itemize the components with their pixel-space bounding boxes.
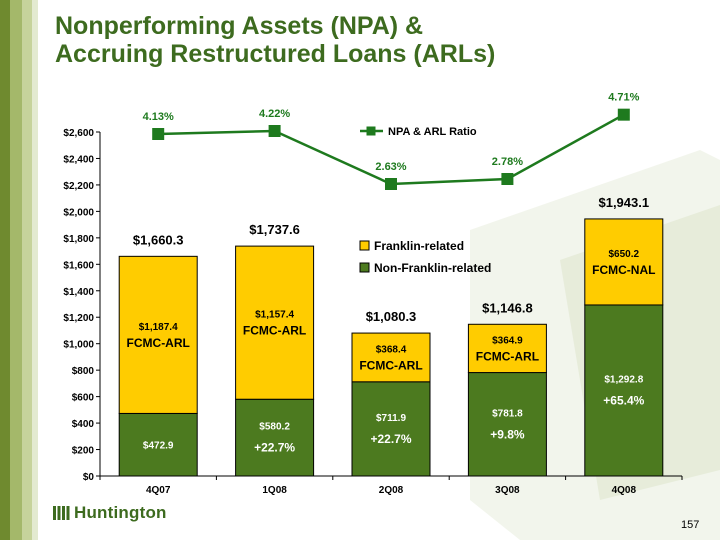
ratio-value-label: 2.78%	[492, 156, 523, 168]
non-franklin-value-label: $472.9	[143, 441, 174, 452]
y-tick-label: $2,200	[63, 181, 94, 192]
ratio-marker	[268, 125, 281, 137]
bar-franklin	[467, 323, 547, 374]
legend-ratio-marker	[366, 126, 376, 136]
franklin-value-label: $364.9	[492, 335, 523, 346]
title-line-2: Accruing Restructured Loans (ARLs)	[55, 40, 496, 68]
franklin-tag-label: FCMC-NAL	[592, 263, 655, 277]
page-number: 157	[681, 519, 700, 531]
ratio-marker	[385, 178, 397, 190]
x-tick-label: 2Q08	[379, 485, 404, 496]
ratio-marker	[501, 173, 514, 185]
non-franklin-value-label: $781.8	[492, 408, 523, 419]
left-decor-stripe	[32, 0, 38, 540]
bar-non-franklin	[235, 398, 315, 477]
slide-title: Nonperforming Assets (NPA) & Accruing Re…	[55, 12, 495, 68]
non-franklin-value-label: $711.9	[376, 413, 406, 424]
ratio-value-label: 4.13%	[143, 111, 174, 123]
y-tick-label: $2,400	[63, 154, 94, 165]
franklin-tag-label: FCMC-ARL	[476, 349, 539, 363]
y-tick-label: $200	[72, 446, 95, 457]
growth-label: +22.7%	[370, 432, 411, 446]
franklin-value-label: $1,187.4	[139, 322, 178, 333]
y-tick-label: $2,600	[63, 128, 94, 139]
left-decor-stripe	[10, 0, 22, 540]
x-tick-label: 4Q07	[146, 485, 171, 496]
x-tick-label: 1Q08	[262, 485, 287, 496]
bar-franklin	[351, 332, 431, 383]
total-label: $1,660.3	[133, 232, 184, 247]
legend-non-franklin-swatch	[359, 262, 370, 273]
logo-text: Huntington	[74, 503, 167, 522]
y-tick-label: $2,000	[63, 207, 94, 218]
franklin-value-label: $368.4	[376, 344, 407, 355]
y-tick-label: $1,400	[63, 287, 94, 298]
huntington-logo: Huntington	[52, 503, 167, 523]
y-tick-label: $1,800	[63, 234, 94, 245]
left-decor-stripe	[22, 0, 32, 540]
ratio-value-label: 4.22%	[259, 108, 290, 120]
y-tick-label: $1,200	[63, 313, 94, 324]
franklin-value-label: $1,157.4	[255, 310, 294, 321]
bar-non-franklin	[584, 304, 664, 477]
x-tick-label: 4Q08	[612, 485, 637, 496]
franklin-tag-label: FCMC-ARL	[127, 336, 190, 350]
y-tick-label: $600	[72, 393, 95, 404]
franklin-value-label: $650.2	[609, 249, 640, 260]
ratio-marker	[152, 128, 165, 140]
y-tick-label: $800	[72, 366, 95, 377]
franklin-tag-label: FCMC-ARL	[359, 358, 422, 372]
non-franklin-value-label: $1,292.8	[604, 374, 643, 385]
y-tick-label: $0	[83, 472, 95, 483]
franklin-tag-label: FCMC-ARL	[243, 324, 306, 338]
total-label: $1,080.3	[366, 309, 417, 324]
total-label: $1,943.1	[598, 195, 649, 210]
bar-franklin	[235, 245, 315, 400]
huntington-logo-icon	[53, 506, 70, 520]
x-tick-label: 3Q08	[495, 485, 520, 496]
growth-label: +22.7%	[254, 441, 295, 455]
bar-non-franklin	[467, 372, 547, 477]
y-tick-label: $1,000	[63, 340, 94, 351]
ratio-marker	[617, 108, 630, 121]
total-label: $1,737.6	[249, 222, 300, 237]
title-line-1: Nonperforming Assets (NPA) &	[55, 12, 424, 40]
y-tick-label: $1,600	[63, 260, 94, 271]
y-tick-label: $400	[72, 419, 95, 430]
bar-franklin	[118, 255, 198, 414]
left-decor-stripe	[0, 0, 10, 540]
bar-non-franklin	[351, 381, 431, 477]
bar-franklin	[584, 218, 664, 306]
legend-franklin-swatch	[359, 240, 370, 251]
ratio-value-label: 4.71%	[608, 92, 639, 104]
legend-non-franklin-label: Non-Franklin-related	[374, 261, 491, 275]
growth-label: +65.4%	[603, 393, 644, 407]
ratio-value-label: 2.63%	[375, 161, 406, 173]
growth-label: +9.8%	[490, 427, 525, 441]
total-label: $1,146.8	[482, 300, 533, 315]
non-franklin-value-label: $580.2	[259, 422, 290, 433]
legend-ratio-label: NPA & ARL Ratio	[388, 126, 477, 138]
legend-franklin-label: Franklin-related	[374, 239, 464, 253]
